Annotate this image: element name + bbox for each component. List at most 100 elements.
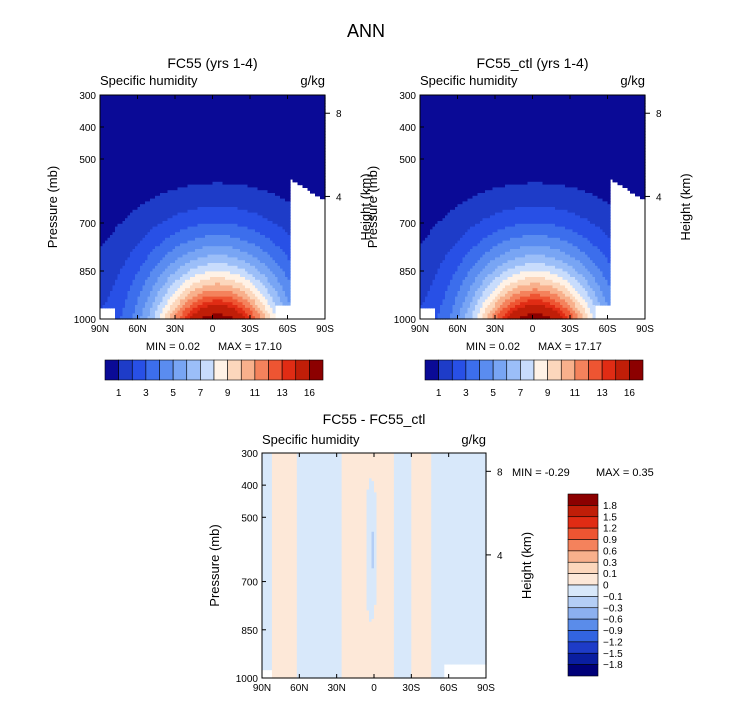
contour-cell (215, 235, 219, 239)
contour-cell (172, 109, 176, 113)
contour-cell (177, 251, 181, 256)
contour-cell (112, 153, 116, 158)
contour-cell (140, 232, 144, 236)
contour-cell (140, 204, 144, 208)
contour-cell (205, 246, 209, 250)
contour-cell (130, 181, 134, 186)
contour-cell (202, 285, 206, 289)
contour-cell (197, 218, 201, 222)
contour-cell (197, 246, 201, 250)
contour-cell (142, 117, 146, 121)
contour-cell (207, 207, 211, 211)
contour-cell (100, 302, 104, 306)
contour-cell (125, 299, 129, 303)
contour-cell (185, 176, 189, 180)
contour-cell (160, 243, 164, 247)
contour-cell (112, 128, 116, 132)
contour-cell (112, 173, 116, 177)
contour-cell (162, 204, 166, 208)
contour-cell (127, 212, 131, 216)
contour-cell (135, 288, 139, 292)
contour-cell (185, 237, 189, 242)
contour-cell (125, 251, 129, 256)
contour-cell (120, 106, 124, 110)
contour-cell (170, 179, 174, 183)
contour-cell (162, 299, 166, 303)
contour-cell (115, 131, 119, 135)
contour-cell (187, 226, 191, 230)
contour-cell (152, 151, 156, 155)
contour-cell (197, 173, 201, 177)
contour-cell (165, 254, 169, 258)
contour-cell (145, 243, 149, 247)
contour-cell (107, 137, 111, 141)
contour-cell (180, 195, 184, 200)
contour-cell (100, 170, 104, 174)
contour-cell (195, 249, 199, 253)
contour-cell (180, 162, 184, 166)
contour-cell (107, 271, 111, 275)
contour-cell (175, 193, 179, 197)
contour-cell (157, 170, 161, 174)
contour-cell (150, 215, 154, 219)
contour-cell (165, 120, 169, 124)
contour-cell (137, 170, 141, 174)
contour-cell (120, 204, 124, 208)
contour-cell (200, 167, 204, 172)
contour-cell (110, 167, 114, 172)
contour-cell (192, 310, 196, 314)
contour-cell (142, 100, 146, 104)
contour-cell (205, 293, 209, 298)
contour-cell (152, 251, 156, 256)
contour-cell (117, 237, 121, 242)
contour-cell (167, 223, 171, 228)
contour-cell (157, 268, 161, 272)
contour-cell (190, 316, 194, 320)
contour-cell (165, 310, 169, 314)
contour-cell (152, 221, 156, 225)
contour-cell (115, 193, 119, 197)
contour-cell (177, 125, 181, 130)
contour-cell (115, 232, 119, 236)
contour-cell (145, 263, 149, 267)
contour-cell (212, 243, 216, 247)
contour-cell (170, 215, 174, 219)
contour-cell (187, 260, 191, 264)
contour-cell (162, 237, 166, 242)
contour-cell (122, 279, 126, 284)
contour-cell (130, 165, 134, 169)
contour-cell (212, 288, 216, 292)
contour-cell (175, 162, 179, 166)
contour-cell (212, 142, 216, 146)
contour-cell (155, 142, 159, 146)
contour-cell (137, 260, 141, 264)
contour-cell (127, 151, 131, 155)
contour-cell (125, 316, 129, 320)
contour-cell (187, 117, 191, 121)
contour-cell (180, 106, 184, 110)
contour-cell (122, 229, 126, 233)
contour-cell (152, 120, 156, 124)
contour-cell (102, 156, 106, 160)
contour-cell (215, 153, 219, 158)
contour-cell (152, 173, 156, 177)
contour-cell (190, 235, 194, 239)
contour-cell (180, 243, 184, 247)
contour-cell (140, 195, 144, 200)
contour-cell (162, 279, 166, 284)
contour-cell (135, 215, 139, 219)
contour-cell (197, 265, 201, 270)
contour-cell (157, 313, 161, 317)
contour-cell (172, 251, 176, 256)
contour-cell (105, 271, 109, 275)
contour-cell (147, 159, 151, 163)
contour-cell (132, 313, 136, 317)
contour-cell (215, 265, 219, 270)
contour-cell (190, 251, 194, 256)
contour-cell (135, 176, 139, 180)
contour-cell (132, 165, 136, 169)
contour-cell (192, 151, 196, 155)
contour-cell (155, 170, 159, 174)
contour-cell (187, 125, 191, 130)
contour-cell (102, 179, 106, 183)
